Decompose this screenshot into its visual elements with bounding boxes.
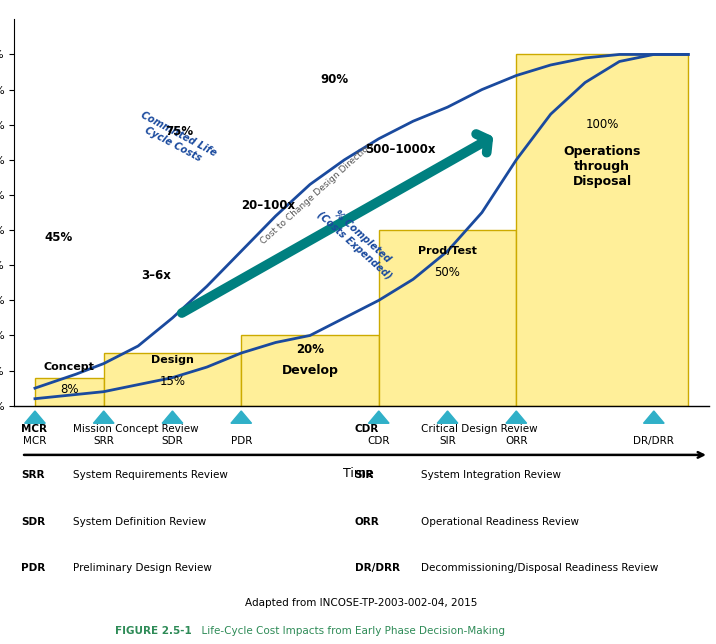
Polygon shape <box>24 411 45 423</box>
Text: System Definition Review: System Definition Review <box>73 516 207 527</box>
Text: System Integration Review: System Integration Review <box>420 470 561 480</box>
Text: 45%: 45% <box>45 231 73 243</box>
Text: 8%: 8% <box>60 383 79 397</box>
Text: 100%: 100% <box>586 118 619 131</box>
Text: SDR: SDR <box>162 435 183 446</box>
Text: 3–6x: 3–6x <box>142 269 171 282</box>
Text: Time: Time <box>343 467 374 480</box>
Text: Critical Design Review: Critical Design Review <box>420 424 537 434</box>
Text: 15%: 15% <box>160 375 185 388</box>
Text: DR/DRR: DR/DRR <box>354 563 400 573</box>
Bar <box>35 377 104 406</box>
Bar <box>241 336 379 406</box>
Text: 20%: 20% <box>296 343 324 356</box>
Text: Develop: Develop <box>281 364 339 377</box>
Text: ORR: ORR <box>505 435 528 446</box>
Text: Life-Cycle Cost Impacts from Early Phase Decision-Making: Life-Cycle Cost Impacts from Early Phase… <box>195 625 505 636</box>
Polygon shape <box>437 411 458 423</box>
Text: MCR: MCR <box>23 435 47 446</box>
Text: Design: Design <box>151 355 194 365</box>
Text: 90%: 90% <box>320 73 348 86</box>
Text: Committed Life
Cycle Costs: Committed Life Cycle Costs <box>134 110 218 169</box>
Text: SDR: SDR <box>21 516 45 527</box>
Text: Adapted from INCOSE-TP-2003-002-04, 2015: Adapted from INCOSE-TP-2003-002-04, 2015 <box>246 598 478 608</box>
Text: 50%: 50% <box>435 266 460 279</box>
Polygon shape <box>369 411 389 423</box>
Text: System Requirements Review: System Requirements Review <box>73 470 228 480</box>
Text: 500–1000x: 500–1000x <box>365 143 435 156</box>
Text: % Completed
(Costs Expended): % Completed (Costs Expended) <box>315 201 401 281</box>
Bar <box>104 353 241 406</box>
Text: Cost to Change Design Direction: Cost to Change Design Direction <box>259 140 374 246</box>
Text: PDR: PDR <box>21 563 46 573</box>
Text: ORR: ORR <box>354 516 379 527</box>
Text: Concept: Concept <box>44 362 95 372</box>
Text: MCR: MCR <box>21 424 47 434</box>
Text: Decommissioning/Disposal Readiness Review: Decommissioning/Disposal Readiness Revie… <box>420 563 658 573</box>
Polygon shape <box>506 411 526 423</box>
Text: Mission Concept Review: Mission Concept Review <box>73 424 199 434</box>
Text: Preliminary Design Review: Preliminary Design Review <box>73 563 212 573</box>
Text: 75%: 75% <box>165 125 193 138</box>
Text: FIGURE 2.5-1: FIGURE 2.5-1 <box>115 625 191 636</box>
Text: DR/DRR: DR/DRR <box>634 435 674 446</box>
Text: SIR: SIR <box>354 470 374 480</box>
Text: Operational Readiness Review: Operational Readiness Review <box>420 516 579 527</box>
Text: Operations
through
Disposal: Operations through Disposal <box>563 146 641 188</box>
Text: CDR: CDR <box>367 435 390 446</box>
Text: SIR: SIR <box>439 435 456 446</box>
Text: Prod/Test: Prod/Test <box>418 246 477 256</box>
Polygon shape <box>231 411 251 423</box>
Polygon shape <box>162 411 183 423</box>
Text: SRR: SRR <box>93 435 114 446</box>
Bar <box>379 230 516 406</box>
Text: 20–100x: 20–100x <box>241 199 296 212</box>
FancyArrowPatch shape <box>182 134 488 313</box>
Text: PDR: PDR <box>231 435 252 446</box>
Bar <box>516 55 688 406</box>
Polygon shape <box>644 411 664 423</box>
Text: SRR: SRR <box>21 470 45 480</box>
Text: CDR: CDR <box>354 424 379 434</box>
Polygon shape <box>93 411 114 423</box>
